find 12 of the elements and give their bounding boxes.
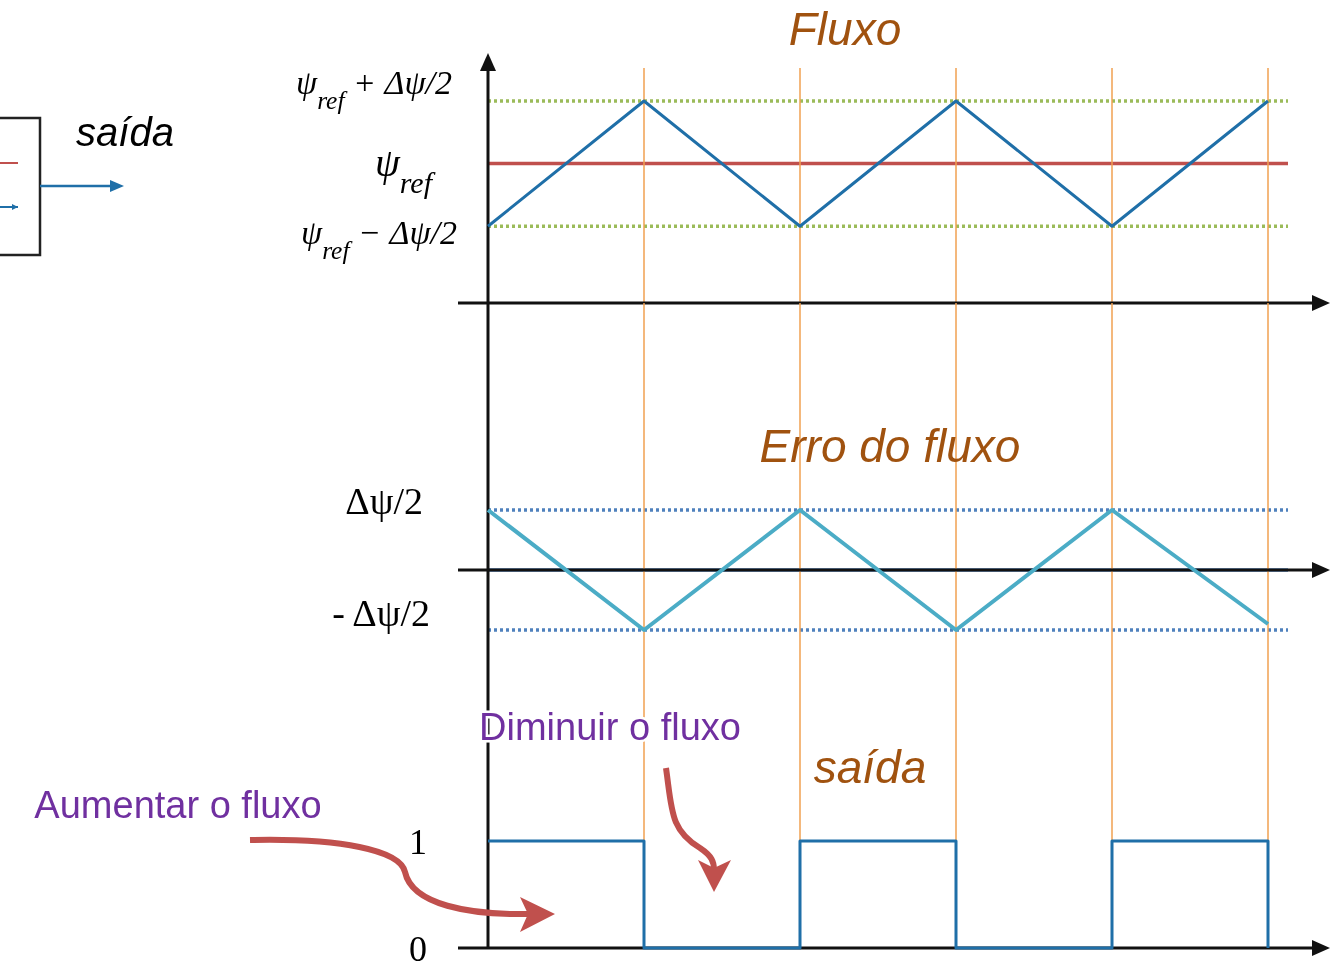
text: Δψ/2 [345, 480, 423, 522]
text: saída [76, 110, 174, 154]
chart-title: Fluxo [788, 3, 902, 55]
chart-title: Erro do fluxo [759, 420, 1021, 472]
text: ψ$_{ref}$ + Δψ/2 [296, 64, 452, 115]
text: Aumentar o fluxo [34, 784, 322, 826]
text: ψ$_{ref}$ [374, 140, 436, 199]
text: - Δψ/2 [332, 592, 430, 634]
y-tick-label: 1 [409, 821, 427, 862]
y-tick-label: 0 [409, 928, 427, 969]
chart-title: saída [813, 741, 927, 793]
text: ψ$_{ref}$ − Δψ/2 [301, 214, 457, 265]
